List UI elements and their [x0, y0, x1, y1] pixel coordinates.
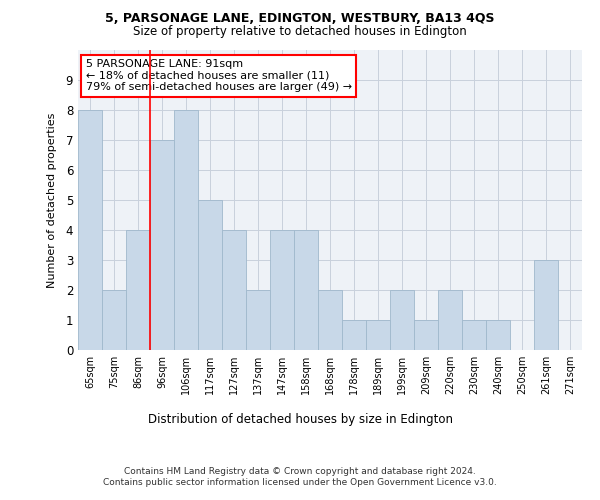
- Bar: [462, 320, 486, 350]
- Bar: [174, 110, 198, 350]
- Bar: [318, 290, 342, 350]
- Y-axis label: Number of detached properties: Number of detached properties: [47, 112, 58, 288]
- Bar: [438, 290, 462, 350]
- Bar: [342, 320, 366, 350]
- Bar: [246, 290, 270, 350]
- Bar: [486, 320, 510, 350]
- Bar: [534, 260, 558, 350]
- Text: 5 PARSONAGE LANE: 91sqm
← 18% of detached houses are smaller (11)
79% of semi-de: 5 PARSONAGE LANE: 91sqm ← 18% of detache…: [86, 59, 352, 92]
- Bar: [198, 200, 222, 350]
- Text: Distribution of detached houses by size in Edington: Distribution of detached houses by size …: [148, 412, 452, 426]
- Bar: [78, 110, 102, 350]
- Text: Size of property relative to detached houses in Edington: Size of property relative to detached ho…: [133, 25, 467, 38]
- Bar: [414, 320, 438, 350]
- Text: 5, PARSONAGE LANE, EDINGTON, WESTBURY, BA13 4QS: 5, PARSONAGE LANE, EDINGTON, WESTBURY, B…: [105, 12, 495, 26]
- Bar: [126, 230, 150, 350]
- Text: Contains HM Land Registry data © Crown copyright and database right 2024.
Contai: Contains HM Land Registry data © Crown c…: [103, 468, 497, 487]
- Bar: [102, 290, 126, 350]
- Bar: [270, 230, 294, 350]
- Bar: [294, 230, 318, 350]
- Bar: [366, 320, 390, 350]
- Bar: [390, 290, 414, 350]
- Bar: [222, 230, 246, 350]
- Bar: [150, 140, 174, 350]
